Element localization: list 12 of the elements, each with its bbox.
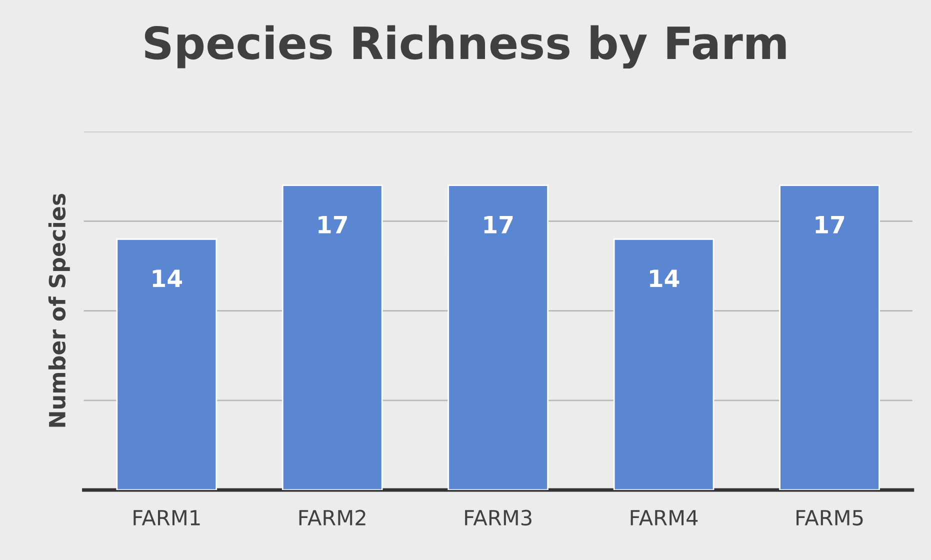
y-axis-title: Number of Species	[48, 194, 70, 427]
data-label: 14	[152, 270, 182, 287]
x-tick-label: FARM4	[630, 510, 698, 526]
x-tick-label: FARM5	[796, 510, 863, 526]
x-tick-label: FARM2	[299, 510, 366, 526]
data-label: 17	[318, 216, 347, 234]
data-label: 17	[816, 216, 844, 234]
x-tick-label: FARM3	[465, 510, 532, 526]
data-label: 14	[650, 270, 680, 287]
data-label: 17	[484, 216, 513, 234]
x-tick-label: FARM1	[134, 510, 200, 526]
chart-title: Species Richness by Farm	[144, 25, 786, 69]
